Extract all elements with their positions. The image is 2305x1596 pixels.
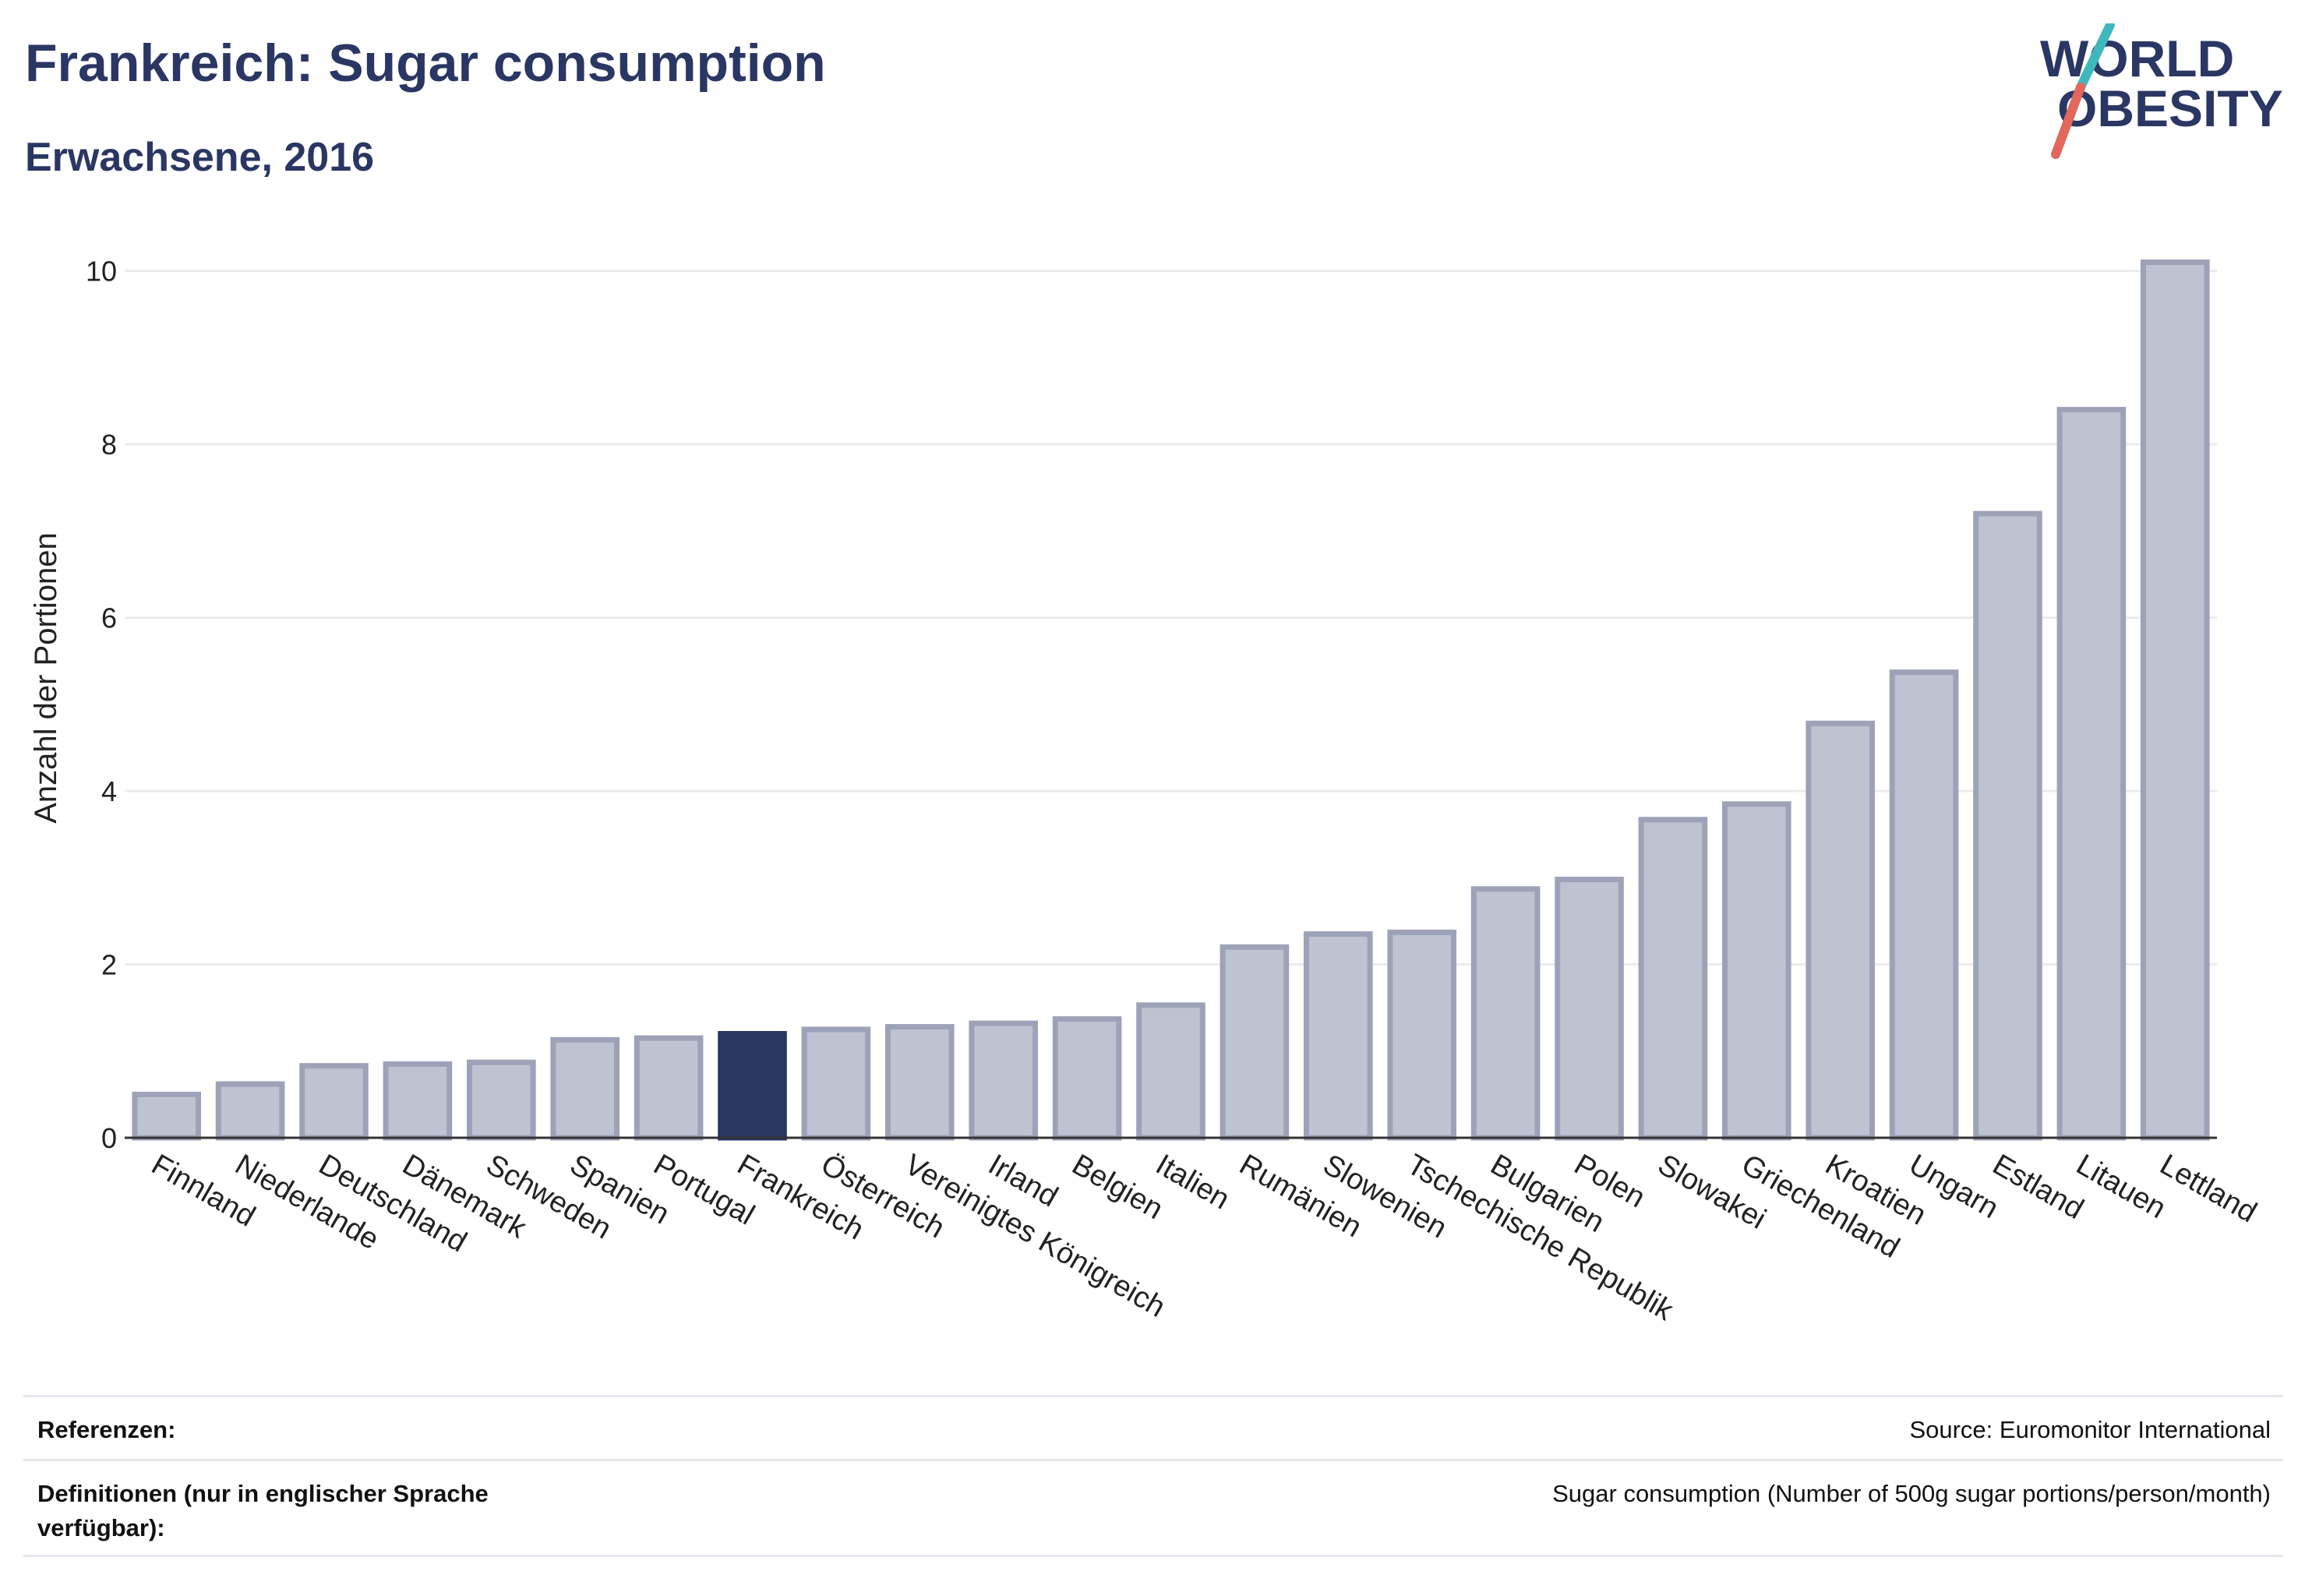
bar-italien: [1136, 1002, 1205, 1141]
logo-slash-teal: [2076, 23, 2115, 92]
definitions-row: Definitionen (nur in englischer Sprache …: [23, 1459, 2283, 1557]
bar-belgien: [1052, 1016, 1122, 1141]
chart-title: Frankreich: Sugar consumption: [25, 34, 826, 93]
x-tick-label: Litauen: [2070, 1148, 2171, 1225]
bar-lettland: [2140, 259, 2210, 1141]
bar-österreich: [801, 1026, 871, 1141]
bar-litauen: [2056, 407, 2127, 1141]
bar-vereinigtes-königreich: [884, 1024, 955, 1141]
y-tick-label: 6: [101, 602, 117, 634]
y-tick-label: 2: [101, 949, 117, 981]
bar-dänemark: [383, 1061, 453, 1141]
bar-rumänien: [1220, 944, 1290, 1141]
references-value: Source: Euromonitor International: [1909, 1416, 2271, 1443]
x-tick-label: Lettland: [2155, 1148, 2262, 1229]
world-obesity-logo: WORLD OBESITY: [2040, 23, 2283, 159]
bar-finnland: [132, 1091, 202, 1141]
references-label: Referenzen:: [37, 1416, 176, 1443]
y-tick-label: 10: [86, 256, 117, 288]
bar-niederlande: [215, 1081, 285, 1141]
bar-schweden: [466, 1059, 536, 1141]
bar-chart: 0 2 4 6 8 10 FinnlandNiederlandeDeutschlandDä…: [29, 256, 2262, 1328]
y-tick-labels: 0 2 4 6 8 10: [86, 256, 117, 1154]
bar-irland: [969, 1020, 1039, 1141]
bar-estland: [1973, 510, 2042, 1141]
x-tick-label: Belgien: [1067, 1148, 1169, 1226]
logo-line1: WORLD: [2040, 30, 2234, 87]
definitions-value: Sugar consumption (Number of 500g sugar …: [1552, 1480, 2271, 1507]
bar-slowenien: [1303, 931, 1373, 1141]
x-tick-label: Estland: [1987, 1148, 2089, 1226]
chart-subtitle: Erwachsene, 2016: [25, 135, 375, 180]
logo-slash-red: [2051, 83, 2085, 159]
bar-spanien: [550, 1036, 620, 1141]
y-tick-label: 8: [101, 429, 117, 461]
bar-bulgarien: [1470, 886, 1541, 1141]
bar-ungarn: [1889, 669, 1959, 1141]
y-tick-label: 0: [101, 1122, 117, 1154]
bar-slowakei: [1638, 817, 1708, 1141]
y-axis-label: Anzahl der Portionen: [29, 532, 63, 824]
definitions-label: Definitionen (nur in englischer Sprache …: [37, 1480, 489, 1541]
bar-tschechische-republik: [1387, 929, 1457, 1141]
y-tick-label: 4: [101, 775, 117, 807]
x-tick-labels: FinnlandNiederlandeDeutschlandDänemarkSc…: [146, 1148, 2262, 1327]
logo-line2: OBESITY: [2057, 79, 2283, 137]
bar-deutschland: [299, 1063, 369, 1141]
bars: [132, 259, 2210, 1141]
bar-griechenland: [1721, 801, 1791, 1141]
references-row: Referenzen: Source: Euromonitor Internat…: [23, 1395, 2283, 1460]
bar-polen: [1555, 877, 1624, 1141]
bar-kroatien: [1806, 720, 1876, 1141]
bar-frankreich: [718, 1031, 787, 1141]
bar-portugal: [634, 1035, 704, 1141]
